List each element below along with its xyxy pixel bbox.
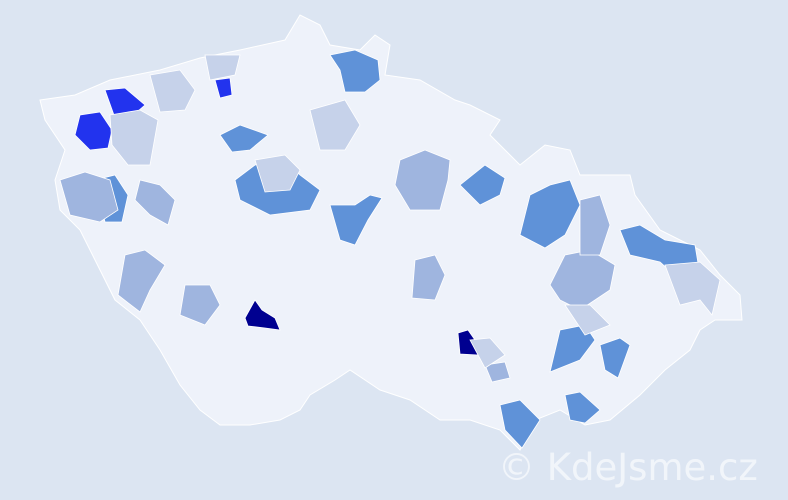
map-region bbox=[329, 194, 383, 246]
map-region bbox=[109, 109, 159, 166]
map-region bbox=[599, 337, 631, 379]
highlighted-regions bbox=[59, 49, 721, 449]
map-region bbox=[254, 154, 301, 193]
map-region bbox=[59, 171, 119, 223]
map-region bbox=[204, 54, 241, 81]
map-region bbox=[469, 337, 506, 369]
map-region bbox=[244, 299, 281, 331]
map-region bbox=[664, 261, 721, 316]
map-region bbox=[519, 179, 581, 249]
map-region bbox=[309, 99, 361, 151]
map-region bbox=[499, 399, 541, 449]
map-region bbox=[149, 69, 196, 113]
watermark: © KdeJsme.cz bbox=[498, 446, 758, 489]
map-region bbox=[117, 249, 166, 313]
map-region bbox=[134, 179, 176, 226]
map-region bbox=[411, 254, 446, 301]
map-region bbox=[394, 149, 451, 211]
map-region bbox=[484, 361, 511, 383]
map-region bbox=[219, 124, 269, 153]
map-region bbox=[329, 49, 381, 93]
map-region bbox=[74, 111, 113, 151]
map-region bbox=[564, 304, 611, 336]
map-region bbox=[564, 391, 601, 424]
map-region bbox=[459, 164, 506, 206]
map-region bbox=[179, 284, 221, 326]
map-region bbox=[214, 77, 233, 99]
map-region bbox=[579, 194, 611, 256]
